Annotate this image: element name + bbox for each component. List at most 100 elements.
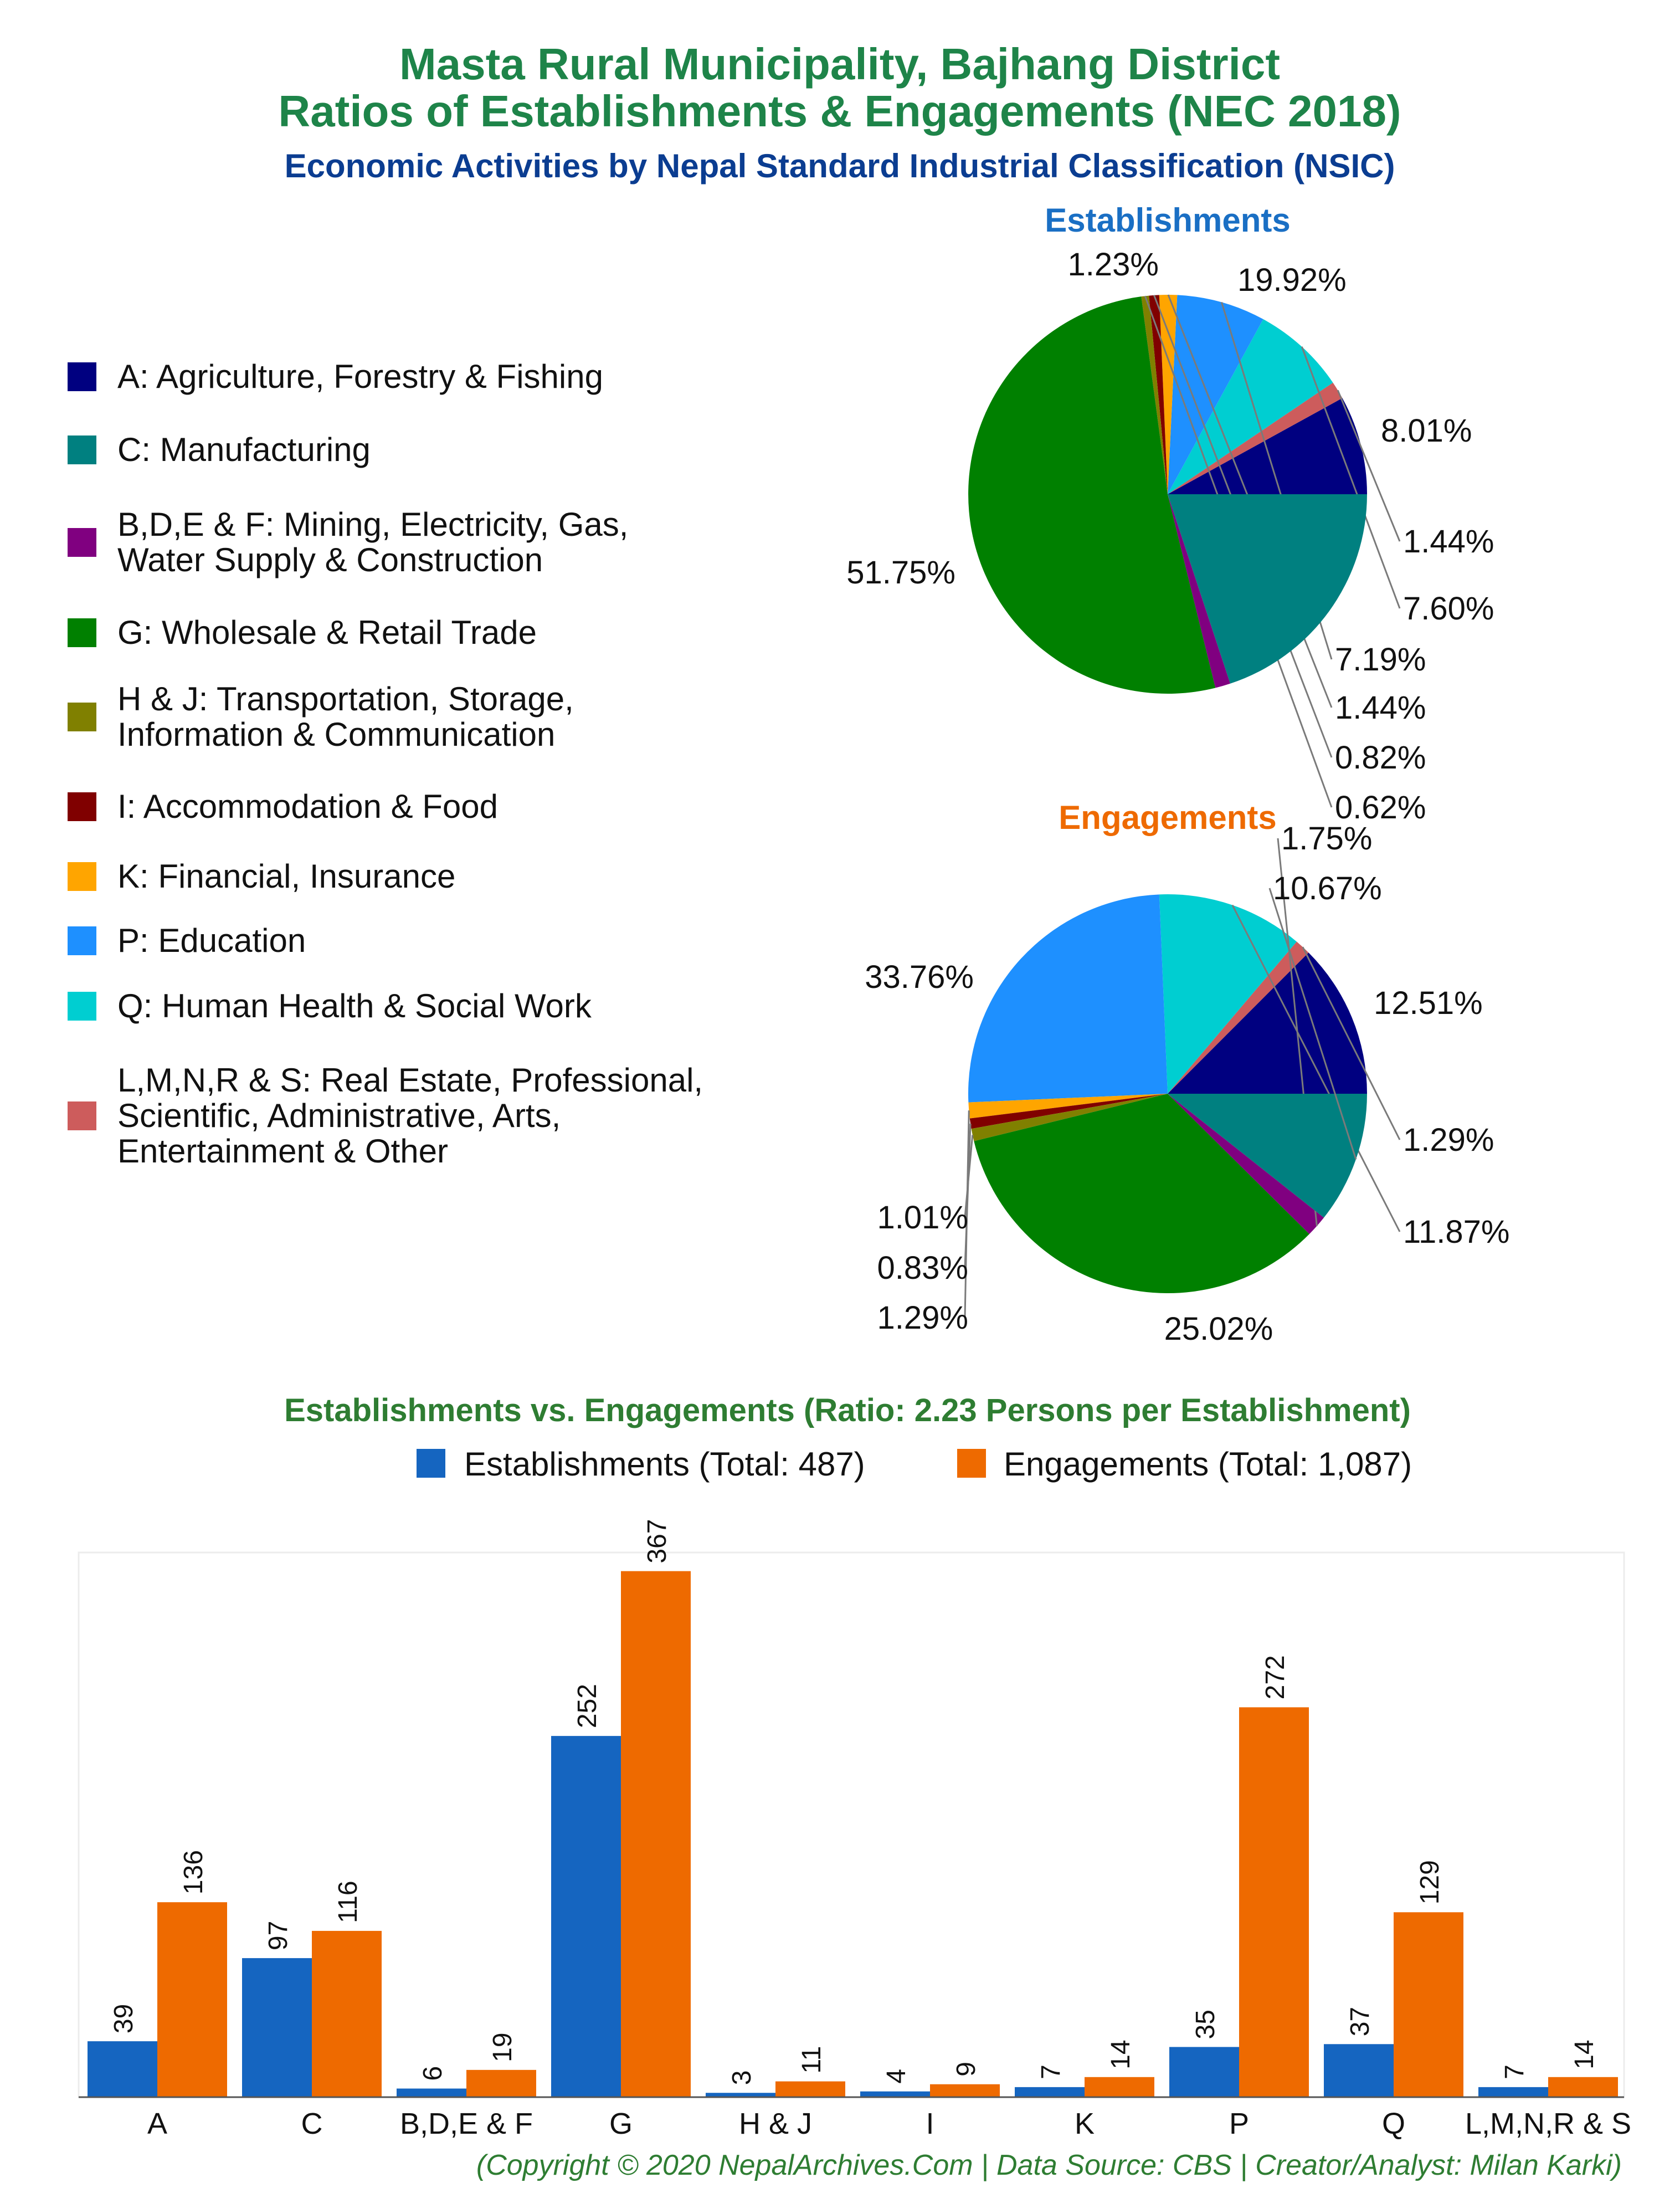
legend-item-label: K: Financial, Insurance	[117, 858, 455, 895]
pie-slice-label: 0.83%	[877, 1250, 968, 1286]
bar-value-label: 136	[179, 1850, 208, 1894]
bar-establishments	[1015, 2087, 1085, 2097]
bar-engagements	[775, 2081, 845, 2097]
pie-slice-label: 8.01%	[1381, 413, 1472, 449]
legend-item-label: C: Manufacturing	[117, 431, 371, 468]
pie-slice-label: 51.75%	[846, 555, 955, 591]
bar-establishments	[706, 2093, 775, 2097]
x-tick-label: P	[1229, 2107, 1249, 2140]
legend-swatch	[68, 435, 96, 464]
legend-label-engagements: Engagements (Total: 1,087)	[1004, 1446, 1412, 1483]
legend-item-label: Entertainment & Other	[117, 1133, 448, 1170]
legend-swatch	[68, 862, 96, 891]
pie-slice-g	[968, 296, 1216, 694]
pie-slice-a	[1168, 952, 1367, 1094]
bar-value-label: 129	[1415, 1860, 1445, 1904]
legend-swatch	[68, 792, 96, 821]
bar-value-label: 14	[1570, 2040, 1599, 2069]
pie-leader-line	[1301, 346, 1401, 609]
pie-leader-line	[1337, 390, 1401, 542]
pie-slice-i	[969, 1094, 1168, 1129]
pie-slice-q	[1159, 894, 1297, 1094]
pie-slice-c	[1168, 494, 1367, 684]
legend-item-label: Q: Human Health & Social Work	[117, 987, 592, 1024]
bar-value-label: 6	[418, 2066, 448, 2081]
x-tick-label: H & J	[739, 2107, 812, 2140]
bar-engagements	[1394, 1912, 1463, 2097]
x-tick-label: C	[301, 2107, 323, 2140]
legend-swatch	[68, 528, 96, 557]
legend-item-label: A: Agriculture, Forestry & Fishing	[117, 358, 603, 395]
legend-item-label: P: Education	[117, 922, 306, 959]
legend-swatch	[68, 618, 96, 647]
legend-label-establishments: Establishments (Total: 487)	[464, 1446, 865, 1483]
pie-slice-g	[974, 1094, 1309, 1293]
pie-slice-label: 10.67%	[1273, 870, 1382, 906]
pie-slice-label: 1.29%	[1403, 1122, 1494, 1158]
pie-slice-label: 0.82%	[1335, 740, 1426, 776]
main-title-line2: Ratios of Establishments & Engagements (…	[278, 86, 1401, 136]
bar-engagements	[1548, 2077, 1618, 2097]
legend-swatch	[68, 992, 96, 1021]
pie-slice-l-m-n-r-s	[1168, 941, 1309, 1094]
x-tick-label: I	[926, 2107, 934, 2140]
pie-slice-label: 1.23%	[1068, 247, 1159, 283]
pie-slice-l-m-n-r-s	[1168, 382, 1343, 494]
category-legend: A: Agriculture, Forestry & Fishing C: Man…	[68, 358, 703, 1170]
legend-swatch-engagements	[957, 1449, 986, 1478]
bar-value-label: 37	[1345, 2007, 1375, 2036]
pie-slice-h-j	[971, 1094, 1168, 1141]
pie-slice-label: 33.76%	[865, 959, 974, 995]
bar-value-label: 9	[952, 2062, 981, 2077]
pie-slice-i	[1149, 295, 1168, 494]
pie-slice-b-d-e-f	[1168, 494, 1231, 688]
pie-slice-p	[968, 894, 1168, 1103]
x-tick-label: L,M,N,R & S	[1465, 2107, 1631, 2140]
bar-engagements	[1085, 2077, 1154, 2097]
legend-item-label: H & J: Transportation, Storage,	[117, 680, 574, 718]
bar-engagements	[312, 1930, 382, 2097]
pie-title: Establishments	[1045, 202, 1290, 239]
bar-value-label: 252	[573, 1684, 602, 1728]
bar-value-label: 3	[727, 2071, 757, 2086]
pie-slice-k	[968, 1094, 1168, 1119]
legend-swatch-establishments	[417, 1449, 445, 1478]
bar-value-label: 39	[109, 2004, 138, 2033]
bar-establishments	[88, 2041, 157, 2097]
pie-slice-label: 1.01%	[877, 1200, 968, 1236]
bar-engagements	[1239, 1707, 1309, 2097]
pie-slice-label: 25.02%	[1164, 1311, 1273, 1347]
bar-chart-title: Establishments vs. Engagements (Ratio: 2…	[284, 1392, 1411, 1428]
bar-establishments	[551, 1736, 621, 2097]
x-tick-label: Q	[1382, 2107, 1405, 2140]
establishments-pie-chart: Establishments 8.01% 1.44% 7.60% 7.19% 1.44% 0…	[846, 202, 1494, 826]
x-tick-label: A	[147, 2107, 167, 2140]
bar-establishments	[1169, 2047, 1239, 2097]
legend-item-label: B,D,E & F: Mining, Electricity, Gas,	[117, 506, 628, 543]
legend-item-label: Scientific, Administrative, Arts,	[117, 1097, 561, 1134]
bar-value-label: 4	[882, 2069, 911, 2084]
legend-swatch	[68, 362, 96, 391]
pie-slice-label: 19.92%	[1237, 262, 1347, 298]
bar-engagements	[621, 1571, 691, 2097]
pie-slice-a	[1168, 398, 1367, 494]
pie-slice-b-d-e-f	[1168, 1094, 1324, 1234]
bar-establishments	[397, 2088, 466, 2097]
pie-slice-label: 11.87%	[1403, 1214, 1509, 1250]
bar-value-label: 7	[1500, 2064, 1529, 2079]
bar-value-label: 116	[333, 1881, 363, 1923]
legend-swatch	[68, 703, 96, 731]
subtitle: Economic Activities by Nepal Standard In…	[285, 147, 1395, 185]
bar-value-label: 272	[1261, 1655, 1290, 1699]
engagements-pie-chart: Engagements 12.51% 1.29% 11.87% 25.02% 1.29% 0…	[865, 799, 1509, 1347]
legend-swatch	[68, 1101, 96, 1130]
pie-leader-line	[1268, 888, 1357, 1160]
legend-item-label: I: Accommodation & Food	[117, 788, 498, 825]
bar-value-label: 14	[1106, 2040, 1136, 2069]
pie-slice-label: 12.51%	[1374, 985, 1483, 1021]
pie-slice-label: 1.44%	[1403, 524, 1494, 560]
pie-slice-q	[1168, 319, 1333, 494]
x-tick-label: B,D,E & F	[400, 2107, 533, 2140]
